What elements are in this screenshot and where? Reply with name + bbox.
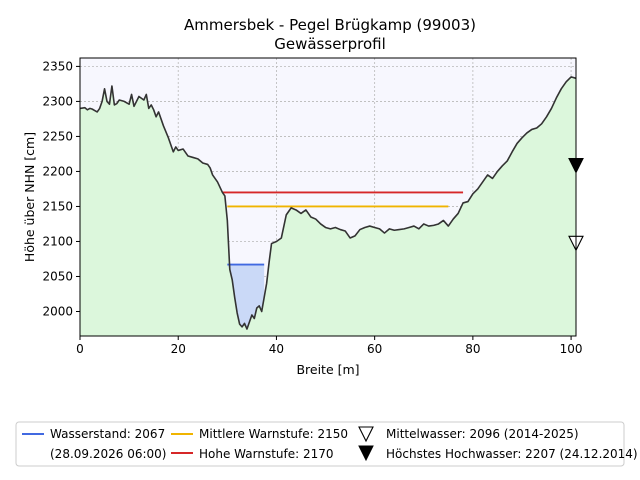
legend-label-hohe-warnstufe: Hohe Warnstufe: 2170 [199,447,334,461]
y-tick-label: 2250 [42,129,73,143]
legend-label-wasserstand: Wasserstand: 2067 [50,427,165,441]
y-axis-label: Höhe über NHN [cm] [22,132,37,262]
legend-hollow-triangle-icon [358,426,374,443]
legend-label-hoechstes-hochwasser: Höchstes Hochwasser: 2207 (24.12.2014) [386,447,638,461]
y-tick-label: 2200 [42,164,73,178]
legend-label-mittelwasser: Mittelwasser: 2096 (2014-2025) [386,427,579,441]
plot-frame [79,57,577,337]
legend-filled-triangle-icon [358,445,374,462]
chart-subtitle: Gewässerprofil [274,35,386,53]
x-tick-label: 80 [465,342,480,356]
legend: Wasserstand: 2067 (28.09.2026 06:00) Mit… [15,421,638,467]
y-tick-label: 2000 [42,304,73,318]
x-axis-label: Breite [m] [296,362,359,377]
level-lines [222,191,464,266]
x-tick-label: 40 [269,342,284,356]
legend-detail-wasserstand: (28.09.2026 06:00) [50,447,166,461]
axes [79,57,577,337]
legend-label-mittlere-warnstufe: Mittlere Warnstufe: 2150 [199,427,348,441]
x-tick-label: 20 [171,342,186,356]
profile-layer [79,76,577,330]
y-tick-label: 2300 [42,94,73,108]
x-tick-label: 60 [367,342,382,356]
ground-fill [80,76,576,336]
legend-frame [15,421,625,467]
ticks: 0 20 40 60 80 100 2000 2050 2100 2150 2200 2250 2300… [42,59,582,356]
chart-title: Ammersbek - Pegel Brügkamp (99003) [184,16,476,34]
y-tick-label: 2150 [42,199,73,213]
profile-line [79,76,577,330]
y-tick-label: 2100 [42,234,73,248]
y-tick-label: 2050 [42,269,73,283]
y-tick-label: 2350 [42,59,73,73]
x-tick-label: 100 [560,342,583,356]
x-tick-label: 0 [76,342,84,356]
